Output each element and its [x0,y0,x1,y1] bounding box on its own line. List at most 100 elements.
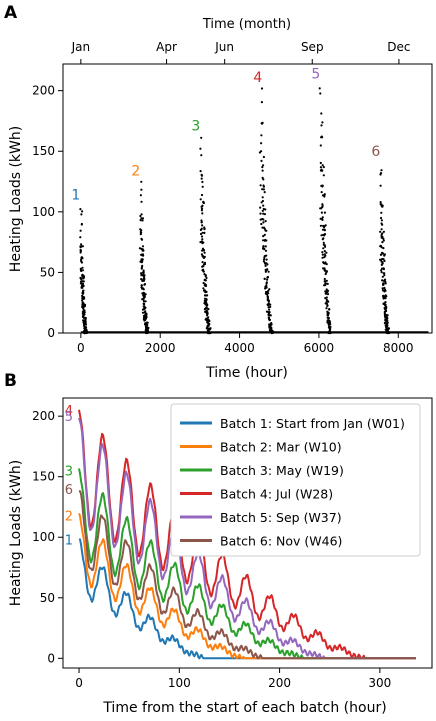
load-point [321,216,324,219]
load-point [270,331,274,335]
top-tick-label: Jan [71,40,91,54]
load-point [142,271,145,274]
load-point [381,279,384,282]
load-point [324,272,327,276]
load-point [383,295,386,298]
load-point [80,282,83,285]
load-point [80,256,83,260]
load-point [264,264,267,267]
load-point [82,306,85,309]
load-point [80,261,83,264]
panel-b-y-ticks: 0 50 100 150 200 [32,409,63,665]
y-tick-label: 0 [47,326,55,340]
load-point [383,286,386,290]
load-point [143,307,146,310]
load-point [200,174,204,177]
load-point [324,280,327,283]
load-point [204,294,208,297]
load-point [201,212,204,215]
panel-b-x-ticks: 0 100 200 300 [75,668,391,690]
load-point [141,217,145,220]
load-point [202,249,205,252]
load-point [383,253,386,256]
load-point [83,316,86,319]
load-point [143,283,147,286]
load-point [140,274,143,277]
load-point [269,314,272,317]
load-point [379,173,382,176]
load-point [201,254,204,257]
load-point [141,245,145,248]
load-point [324,261,327,264]
load-point [203,299,206,302]
panel-a-label: A [4,3,18,23]
panel-b-series-lines [78,409,416,660]
load-point [204,301,207,304]
load-point [260,87,264,90]
load-point [200,207,204,210]
load-point [141,258,144,261]
load-point [265,262,268,265]
panel-a: A Time (month) Jan Apr Jun Sep Dec 0 2000 4000… [4,3,433,381]
load-point [384,319,387,322]
load-point [261,169,264,172]
load-point [383,259,386,262]
load-point [322,243,325,246]
load-point [326,282,329,285]
load-point [81,304,84,307]
load-point [203,289,207,292]
load-point [201,180,204,184]
load-point [264,245,267,248]
load-point [202,287,205,290]
load-point [380,246,383,249]
load-point [328,320,331,323]
load-point [324,292,327,295]
load-point [141,254,144,257]
panel-a-top-ticks: Jan Apr Jun Sep Dec [71,40,411,64]
legend-entry-5: Batch 5: Sep (W37) [220,510,342,525]
load-point [204,303,207,306]
load-point [267,304,270,307]
load-point [379,258,382,261]
load-point [84,331,87,335]
load-point [384,280,387,283]
panel-b-plot-frame [62,397,433,669]
load-point [259,212,262,215]
load-point [207,316,210,319]
load-point [209,327,212,330]
load-point [144,310,147,313]
load-point [381,275,384,278]
load-point [265,284,268,287]
panel-b-series-labels: 1 2 3 45 6 [65,404,73,549]
load-point [262,204,265,207]
load-point [326,293,330,296]
load-point [326,290,329,293]
load-point [144,315,147,318]
load-point [200,209,203,212]
load-point [81,266,84,269]
load-point [142,249,145,252]
load-point [145,327,148,330]
load-point [83,275,86,278]
load-point [320,207,323,210]
load-point [323,277,326,281]
load-point [200,193,204,197]
load-point [325,263,328,266]
load-point [323,234,326,237]
load-point [142,279,146,282]
load-point [267,302,270,305]
load-point [259,206,262,209]
load-point [265,268,268,272]
load-point [202,263,206,266]
load-point [139,194,142,197]
batch-label-6: 6 [371,144,380,160]
load-point [206,307,209,310]
load-point [141,311,145,314]
load-point [380,269,383,272]
load-point [382,302,385,305]
load-point [267,300,270,303]
load-point [205,276,208,280]
load-point [201,238,204,241]
load-point [263,277,266,280]
